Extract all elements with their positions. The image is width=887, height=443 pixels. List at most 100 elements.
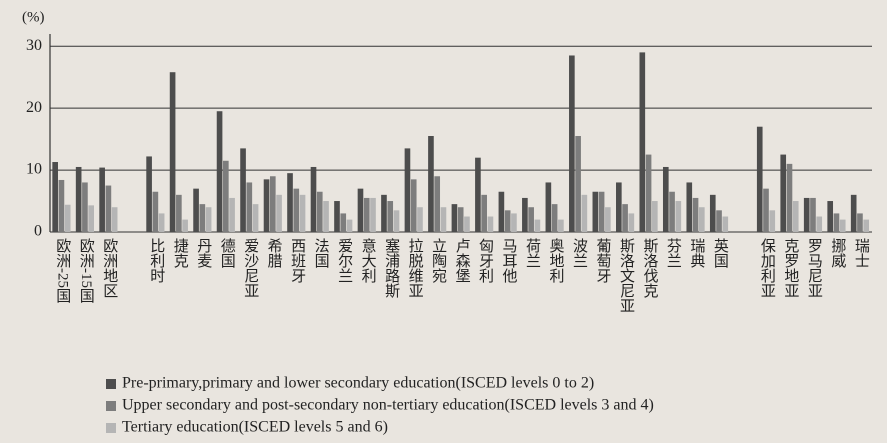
bar [639, 52, 646, 232]
x-tick-label: 奥地利 [548, 238, 565, 283]
bar [481, 194, 487, 232]
bar [223, 160, 229, 232]
legend-swatch [106, 401, 116, 411]
bar [622, 204, 628, 232]
bar [686, 182, 693, 232]
bar [404, 148, 411, 232]
bar [833, 213, 840, 232]
bar [276, 194, 282, 232]
bar [252, 204, 259, 232]
y-tick-label: 30 [26, 37, 42, 54]
bar [827, 201, 834, 232]
bar [111, 207, 118, 232]
x-tick-label: 保加利亚 [759, 238, 776, 298]
bar [558, 219, 564, 232]
bar [323, 201, 329, 232]
bar [357, 188, 364, 232]
legend-label: Pre-primary,primary and lower secondary … [122, 375, 594, 392]
bar [803, 197, 810, 232]
bar [616, 182, 622, 232]
bar [628, 213, 635, 232]
bar [545, 182, 552, 232]
bar [75, 166, 82, 232]
bar [381, 194, 387, 232]
bar [216, 111, 223, 232]
bar [716, 210, 722, 232]
x-tick-label: 克罗地亚 [782, 238, 799, 298]
bar [780, 154, 787, 232]
bar [99, 167, 105, 232]
bar [293, 188, 300, 232]
bar [592, 191, 599, 232]
bar [652, 201, 658, 232]
bar [575, 136, 581, 232]
y-tick-label: 20 [26, 99, 42, 116]
bar [316, 191, 323, 232]
x-tick-label: 马耳他 [501, 238, 518, 284]
bar [205, 207, 212, 232]
x-tick-label: 希腊 [266, 238, 283, 269]
bar [158, 213, 165, 232]
bar [451, 204, 458, 232]
x-tick-label: 卢森堡 [454, 238, 471, 283]
x-tick-label: 波兰 [571, 238, 588, 268]
bar [269, 176, 276, 232]
x-tick-label: 欧洲-15国 [78, 238, 95, 303]
bar [88, 205, 94, 232]
bar [176, 194, 182, 232]
bar [551, 204, 558, 232]
bar [698, 207, 705, 232]
bar [581, 194, 588, 232]
bar [792, 201, 799, 232]
bar [434, 176, 441, 232]
bar [334, 201, 340, 232]
bar [522, 197, 528, 232]
x-tick-label: 瑞士 [853, 238, 870, 268]
x-tick-label: 荷兰 [524, 238, 541, 268]
bar [769, 210, 776, 232]
bar [193, 188, 199, 232]
x-tick-label: 葡萄牙 [594, 238, 611, 284]
x-tick-label: 欧洲-25国 [54, 238, 71, 303]
bar [498, 191, 505, 232]
x-tick-label: 西班牙 [289, 238, 306, 284]
bar [370, 197, 376, 232]
legend-label: Upper secondary and post-secondary non-t… [122, 397, 654, 414]
x-tick-label: 塞浦路斯 [383, 237, 400, 299]
bar [839, 219, 846, 232]
y-axis-label: (%) [22, 9, 45, 25]
bar [387, 201, 394, 232]
bar [475, 157, 481, 232]
bar [645, 154, 652, 232]
bar [246, 182, 253, 232]
legend-swatch [106, 423, 116, 433]
bar [346, 219, 353, 232]
bar [310, 166, 317, 232]
bar [857, 213, 863, 232]
legend-swatch [106, 379, 116, 389]
x-tick-label: 斯洛文尼亚 [618, 238, 635, 313]
bar [410, 179, 417, 232]
bar [863, 219, 870, 232]
bar [487, 216, 494, 232]
bar [675, 201, 682, 232]
bar [428, 136, 434, 232]
x-tick-label: 爱尔兰 [336, 238, 353, 283]
bar [763, 188, 769, 232]
bar [340, 213, 347, 232]
legend-label: Tertiary education(ISCED levels 5 and 6) [122, 419, 388, 436]
bar [569, 55, 575, 232]
bar [240, 148, 246, 232]
bar [598, 191, 605, 232]
x-tick-label: 匈牙利 [477, 238, 494, 283]
x-tick-label: 法国 [313, 238, 330, 268]
x-tick-label: 罗马尼亚 [806, 238, 823, 298]
bar [169, 72, 176, 232]
bar [810, 197, 816, 232]
bar [58, 179, 65, 232]
bar [263, 179, 270, 232]
bar [528, 207, 534, 232]
bar [363, 197, 370, 232]
y-tick-label: 10 [26, 161, 42, 178]
